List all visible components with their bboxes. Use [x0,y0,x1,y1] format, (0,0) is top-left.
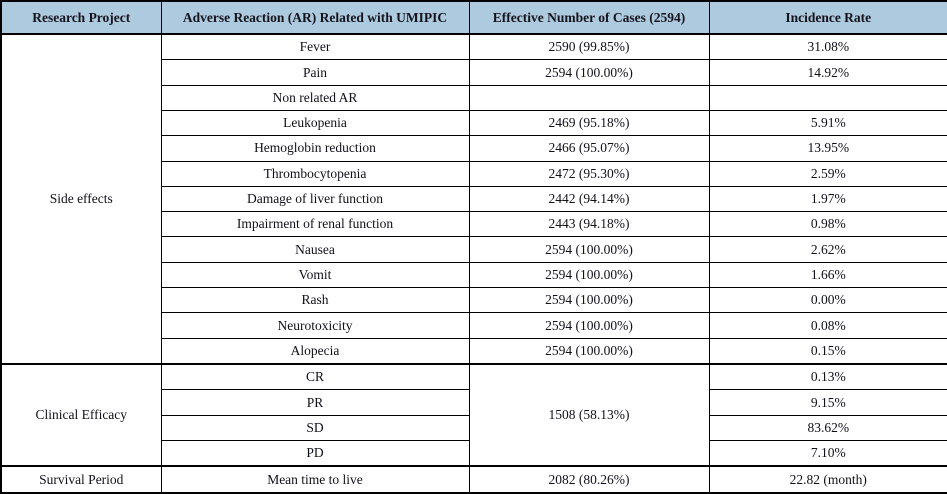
ar-cell: Damage of liver function [160,185,470,213]
cases-cell: 2594 (100.00%) [468,312,710,339]
rate-cell: 0.13% [708,363,947,391]
table-row-rash: Rash 2594 (100.00%) 0.00% [1,287,947,314]
rate-cell: 7.10% [708,440,947,467]
table-row-nausea: Nausea 2594 (100.00%) 2.62% [1,236,947,263]
ar-cell: Thrombocytopenia [160,160,470,187]
header-row: Research Project Adverse Reaction (AR) R… [0,0,947,35]
rate-cell-empty [708,84,947,111]
rate-cell: 0.00% [708,287,947,314]
table-row-vomit: Vomit 2594 (100.00%) 1.66% [1,261,947,289]
rate-cell: 0.08% [708,312,947,339]
rate-cell: 83.62% [708,414,947,442]
table-row-pr: PR 9.15% [1,389,947,416]
ar-cell: Pain [160,59,470,86]
ar-cell: SD [160,414,470,442]
header-effective-cases: Effective Number of Cases (2594) [468,0,710,35]
cases-cell: 2442 (94.14%) [468,185,710,213]
cases-cell: 2443 (94.18%) [468,211,710,238]
cases-cell: 2590 (99.85%) [468,33,710,61]
ar-cell: Leukopenia [160,109,470,137]
cases-cell: 2466 (95.07%) [468,135,710,162]
rate-cell: 9.15% [708,389,947,416]
ar-cell: Hemoglobin reduction [160,135,470,162]
cases-cell: 2469 (95.18%) [468,109,710,137]
ar-cell: Fever [160,33,470,61]
rate-cell: 2.62% [708,236,947,263]
table-row-renal-impairment: Impairment of renal function 2443 (94.18… [1,211,947,238]
ar-cell: CR [160,363,470,391]
ar-cell: Nausea [160,236,470,263]
table-row-hemoglobin-reduction: Hemoglobin reduction 2466 (95.07%) 13.95… [1,135,947,162]
rate-cell: 1.97% [708,185,947,213]
section-label-side-effects: Side effects [0,33,162,365]
table-row-damage-liver: Damage of liver function 2442 (94.14%) 1… [1,185,947,213]
ar-cell: Rash [160,287,470,314]
rate-cell: 0.98% [708,211,947,238]
cases-cell: 2594 (100.00%) [468,236,710,263]
rate-cell: 1.66% [708,261,947,289]
ar-cell: Impairment of renal function [160,211,470,238]
ar-cell: Alopecia [160,337,470,365]
header-research-project: Research Project [0,0,162,35]
ar-cell: Mean time to live [160,465,470,494]
table-row-sd: SD 83.62% [1,414,947,442]
ar-cell: Vomit [160,261,470,289]
table-row-leukopenia: Leukopenia 2469 (95.18%) 5.91% [1,109,947,137]
header-incidence-rate: Incidence Rate [708,0,947,35]
table-row-survival: Survival Period Mean time to live 2082 (… [0,465,947,494]
table-row-alopecia: Alopecia 2594 (100.00%) 0.15% [1,337,947,365]
table-row-pd: PD 7.10% [1,440,947,467]
section-label-clinical-efficacy: Clinical Efficacy [0,363,162,467]
rate-cell: 0.15% [708,337,947,365]
header-adverse-reaction: Adverse Reaction (AR) Related with UMIPI… [160,0,470,35]
ar-cell: PR [160,389,470,416]
table-row-fever: Side effects Fever 2590 (99.85%) 31.08% [0,33,947,365]
cases-cell: 2594 (100.00%) [468,59,710,86]
cases-cell: 2472 (95.30%) [468,160,710,187]
table-row-thrombocytopenia: Thrombocytopenia 2472 (95.30%) 2.59% [1,160,947,187]
ar-cell: Non related AR [160,84,470,111]
rate-cell: 22.82 (month) [708,465,947,494]
ar-cell: PD [160,440,470,467]
table-row-neurotoxicity: Neurotoxicity 2594 (100.00%) 0.08% [1,312,947,339]
cases-cell-merged: 1508 (58.13%) [468,363,710,467]
rate-cell: 2.59% [708,160,947,187]
table-row-cr: Clinical Efficacy CR 1508 (58.13%) 0.13% [0,363,947,467]
rate-cell: 5.91% [708,109,947,137]
cases-cell: 2082 (80.26%) [468,465,710,494]
cases-cell-empty [468,84,710,111]
rate-cell: 13.95% [708,135,947,162]
cases-cell: 2594 (100.00%) [468,337,710,365]
cases-cell: 2594 (100.00%) [468,261,710,289]
section-label-survival-period: Survival Period [0,465,162,494]
cases-cell: 2594 (100.00%) [468,287,710,314]
rate-cell: 14.92% [708,59,947,86]
ar-cell: Neurotoxicity [160,312,470,339]
rate-cell: 31.08% [708,33,947,61]
